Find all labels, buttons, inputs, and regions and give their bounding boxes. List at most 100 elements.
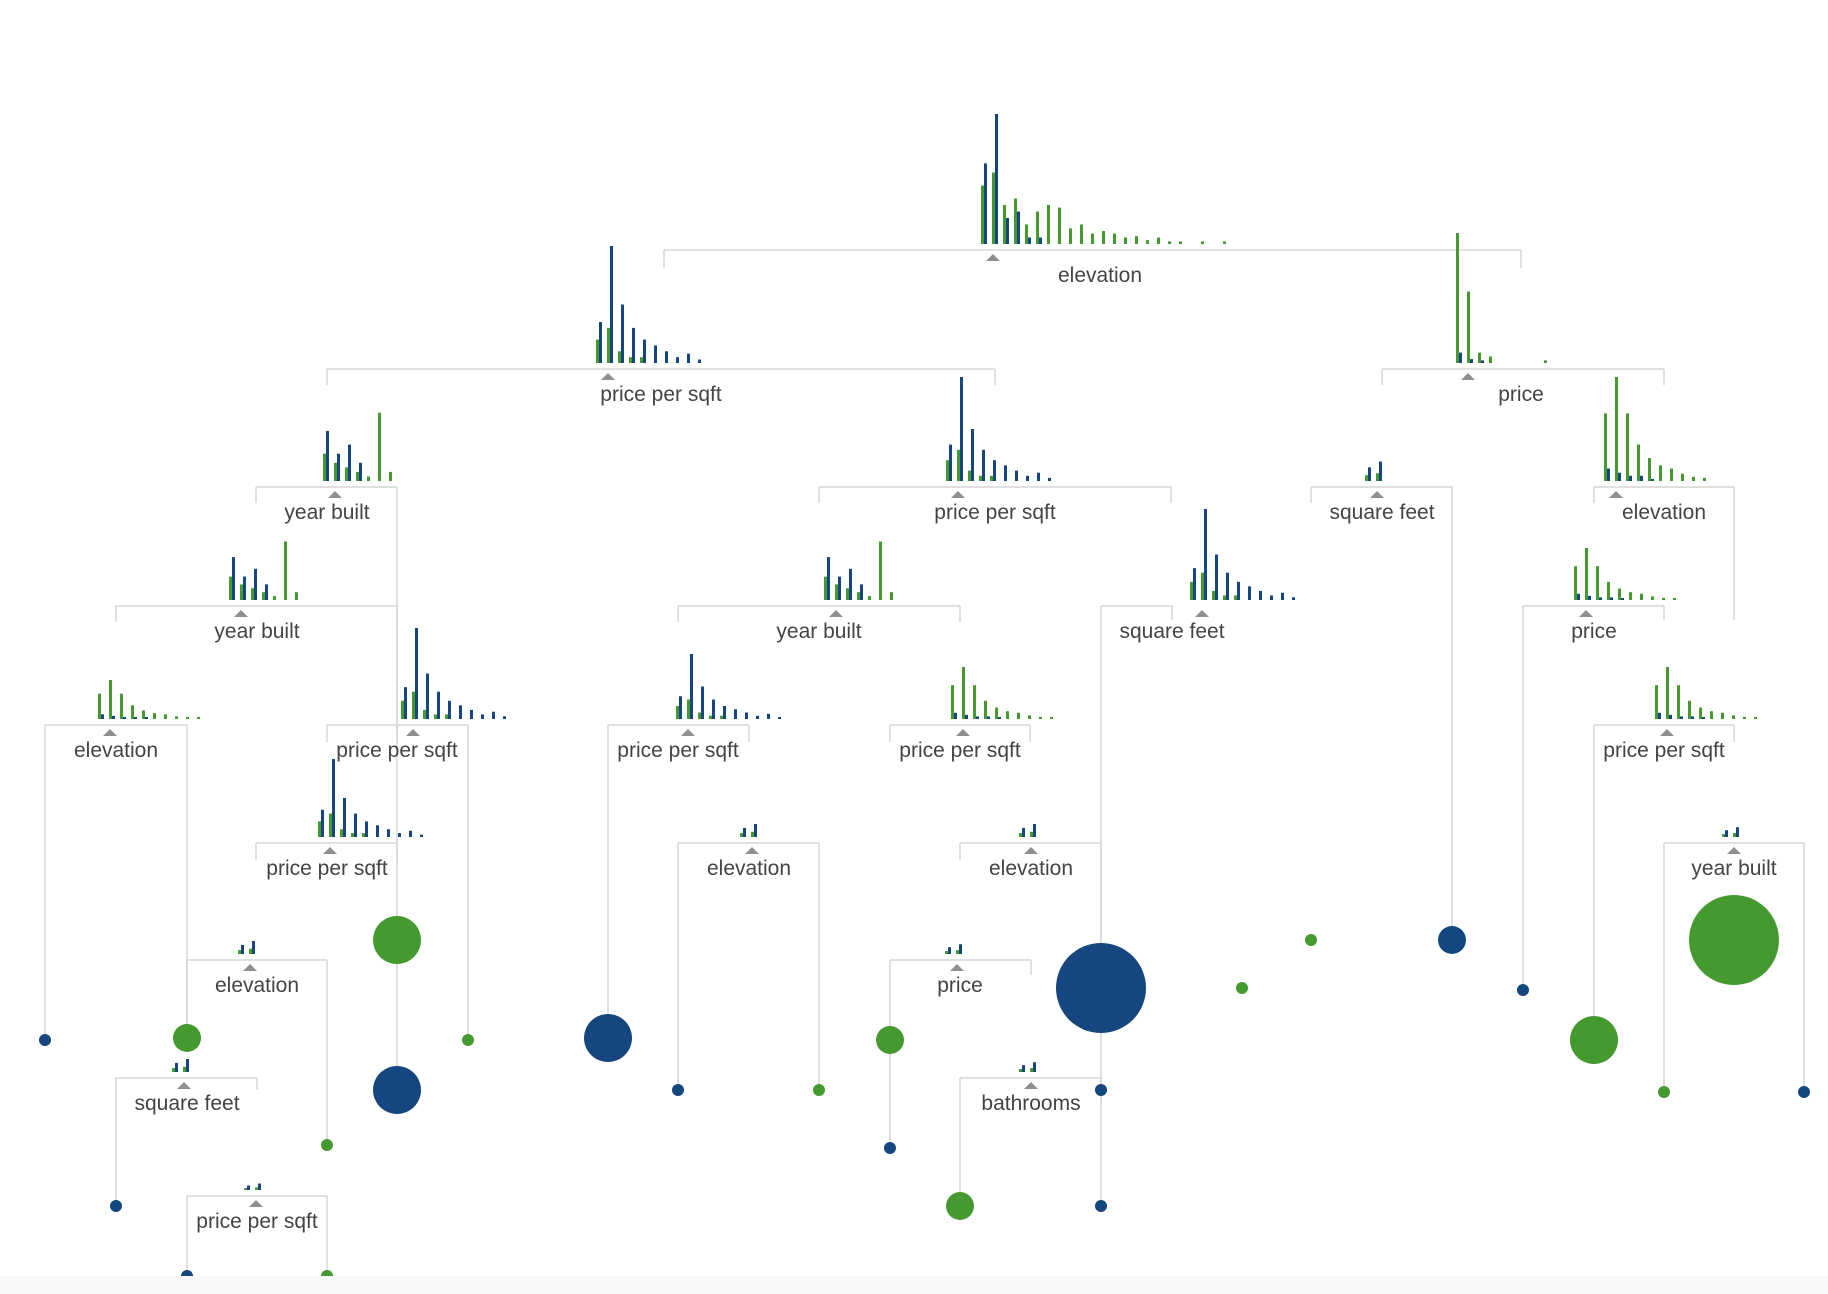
hist-bar-b xyxy=(956,950,959,954)
hist-bar-b xyxy=(1673,598,1676,600)
hist-bar-a xyxy=(1651,478,1654,481)
hist-bar-a xyxy=(1610,597,1613,600)
hist-bar-b xyxy=(1036,211,1039,244)
histogram-n_lll xyxy=(229,541,298,600)
split-marker-triangle xyxy=(1579,610,1593,617)
split-label-n_rr: elevation xyxy=(1621,501,1707,524)
split-markers xyxy=(103,254,1741,1207)
hist-bar-a xyxy=(134,717,137,719)
hist-bar-b xyxy=(1050,717,1053,719)
hist-bar-b xyxy=(968,470,971,481)
split-marker-triangle xyxy=(1024,847,1038,854)
hist-bar-a xyxy=(398,833,401,837)
hist-bar-a xyxy=(1379,461,1382,481)
split-marker-triangle xyxy=(986,254,1000,261)
split-label-n_r: price xyxy=(1498,383,1544,406)
split-label-n_lrlr: price per sqft xyxy=(899,739,1021,762)
split-marker-triangle xyxy=(956,729,970,736)
hist-bar-b xyxy=(131,705,134,719)
hist-bar-a xyxy=(503,716,506,719)
hist-bar-b xyxy=(389,471,392,481)
hist-bar-a xyxy=(1048,477,1051,481)
split-label-n_rrl: price xyxy=(1571,620,1617,643)
leaf-nodes xyxy=(39,895,1810,1282)
hist-bar-b xyxy=(1703,477,1706,481)
hist-bar-a xyxy=(679,696,682,719)
hist-bar-a xyxy=(337,453,340,481)
hist-bar-a xyxy=(984,163,987,244)
hist-bar-b xyxy=(1135,236,1138,244)
hist-bar-b xyxy=(1014,198,1017,244)
split-label-n_ll: year built xyxy=(284,501,370,524)
hist-bar-b xyxy=(401,700,404,719)
hist-bar-b xyxy=(1069,228,1072,244)
hist-bar-b xyxy=(751,831,754,837)
hist-bar-a xyxy=(348,444,351,481)
hist-bar-b xyxy=(676,706,679,719)
hist-bar-b xyxy=(229,576,232,600)
leaf-node-leaf_06 xyxy=(321,1139,333,1151)
split-label-root: elevation xyxy=(1057,264,1143,287)
hist-bar-b xyxy=(640,357,643,363)
leaf-node-leaf_23 xyxy=(1570,1016,1618,1064)
hist-bar-b xyxy=(1618,588,1621,600)
hist-bar-b xyxy=(1179,241,1182,244)
hist-bar-a xyxy=(778,717,781,719)
hist-bar-a xyxy=(632,327,635,363)
hist-bar-b xyxy=(1659,465,1662,481)
hist-bar-a xyxy=(437,691,440,719)
hist-bar-b xyxy=(1201,241,1204,244)
split-label-n_llllxr: price per sqft xyxy=(196,1210,318,1233)
hist-bar-b xyxy=(890,592,893,600)
hist-bar-b xyxy=(367,476,370,481)
hist-bar-b xyxy=(740,833,743,837)
hist-bar-a xyxy=(1669,714,1672,719)
histogram-n_ll xyxy=(323,412,392,481)
hist-bar-b xyxy=(979,475,982,481)
hist-bar-a xyxy=(860,584,863,600)
tree-connectors xyxy=(44,249,1805,1276)
hist-bar-b xyxy=(1168,241,1171,244)
split-label-n_lrr: square feet xyxy=(1119,620,1225,643)
hist-bar-a xyxy=(186,1059,189,1072)
hist-bar-a xyxy=(745,712,748,719)
split-marker-triangle xyxy=(323,847,337,854)
hist-bar-b xyxy=(984,700,987,719)
leaf-node-leaf_02 xyxy=(173,1024,201,1052)
hist-bar-a xyxy=(232,557,235,600)
split-label-n_l: price per sqft xyxy=(600,383,722,406)
split-label-n_llr: price per sqft xyxy=(336,739,458,762)
hist-bar-b xyxy=(1662,597,1665,600)
hist-bar-a xyxy=(321,809,324,837)
split-marker-triangle xyxy=(243,964,257,971)
histogram-n_lr xyxy=(946,377,1051,481)
hist-bar-b xyxy=(1732,715,1735,719)
hist-bar-a xyxy=(982,449,985,481)
hist-bar-b xyxy=(709,715,712,719)
leaf-node-leaf_19 xyxy=(1236,982,1248,994)
hist-bar-a xyxy=(1226,572,1229,600)
split-marker-triangle xyxy=(177,1082,191,1089)
hist-bar-b xyxy=(1047,205,1050,244)
hist-bar-b xyxy=(835,584,838,600)
hist-bar-a xyxy=(1270,595,1273,600)
hist-bar-a xyxy=(1599,597,1602,600)
hist-bar-a xyxy=(243,576,246,600)
hist-bar-b xyxy=(434,714,437,719)
hist-bar-b xyxy=(1091,233,1094,244)
hist-bar-a xyxy=(676,357,679,363)
split-marker-triangle xyxy=(1461,373,1475,380)
hist-bar-b xyxy=(244,1188,247,1190)
hist-bar-b xyxy=(423,709,426,719)
hist-bar-b xyxy=(164,714,167,719)
hist-bar-a xyxy=(387,829,390,837)
hist-bar-b xyxy=(992,172,995,244)
hist-bar-b xyxy=(1019,1069,1022,1072)
hist-bar-a xyxy=(698,359,701,363)
split-label-n_rrlr: price per sqft xyxy=(1603,739,1725,762)
hist-bar-b xyxy=(1670,468,1673,481)
hist-bar-b xyxy=(262,592,265,600)
leaf-node-leaf_03 xyxy=(110,1200,122,1212)
hist-bar-b xyxy=(251,588,254,600)
hist-bar-b xyxy=(98,693,101,719)
